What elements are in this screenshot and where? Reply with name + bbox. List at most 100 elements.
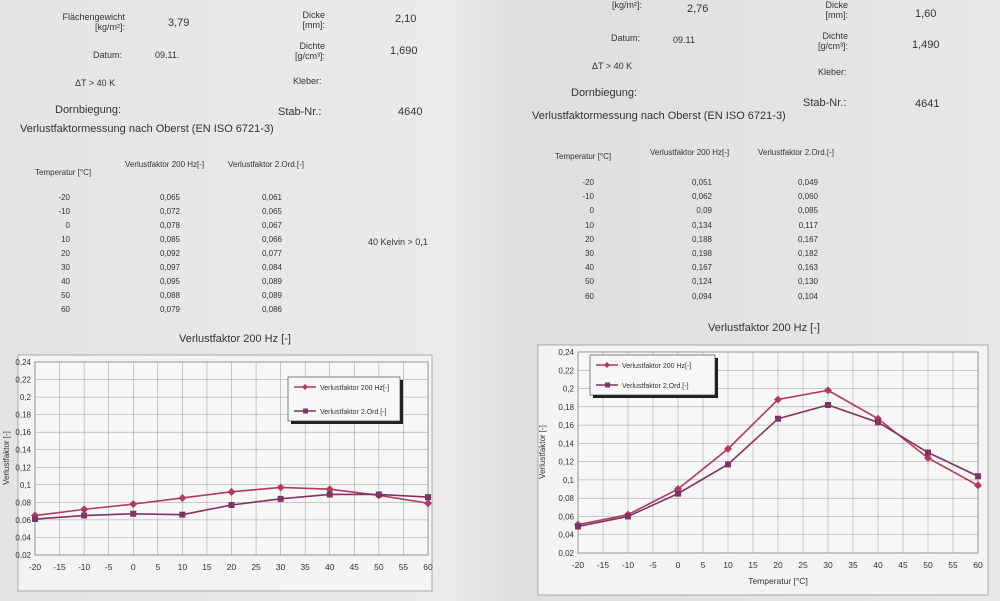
point [725, 461, 731, 468]
x-tick-label: 50 [374, 562, 384, 572]
table-cell: 10 [61, 235, 70, 244]
point [130, 510, 137, 517]
point [924, 453, 932, 462]
y-axis-label: Verlustfaktor [-] [2, 431, 11, 485]
table-cell: 0,088 [159, 291, 180, 300]
table-cell: 0,065 [261, 207, 282, 216]
table-cell: 0,065 [159, 193, 180, 202]
x-tick-label: 0 [676, 560, 681, 570]
y-tick-label: 0,08 [558, 494, 574, 503]
heading: Verlustfaktormessung nach Oberst (EN ISO… [20, 123, 274, 135]
delta-t: ΔT > 40 K [75, 78, 116, 88]
x-tick-label: -5 [105, 562, 113, 572]
table-cell: 0,078 [159, 221, 180, 230]
field-label: [kg/m²]: [611, 0, 642, 10]
field-value: 2,76 [687, 3, 709, 15]
field-label: Dichte [g/cm³]: [817, 31, 848, 52]
table-cell: 30 [61, 263, 70, 272]
table-cell: 0,124 [691, 277, 712, 287]
x-tick-label: -15 [53, 562, 66, 572]
x-tick-label: -10 [78, 562, 91, 572]
point [974, 481, 982, 490]
y-tick-label: 0,14 [558, 439, 574, 448]
table-header: Verlustfaktor 2.Ord.[-] [228, 160, 305, 169]
point [277, 495, 284, 502]
point [326, 491, 333, 498]
table-cell: 0,104 [797, 291, 818, 301]
x-tick-label: 30 [823, 560, 833, 570]
point [875, 419, 881, 426]
table-cell: 40 [61, 277, 70, 286]
y-tick-label: 0,06 [15, 516, 31, 525]
x-tick-label: -20 [572, 560, 585, 570]
legend-label: Verlustfaktor 2.Ord.[-] [622, 383, 689, 390]
table-cell: 0,130 [797, 277, 818, 287]
y-tick-label: 0,16 [15, 428, 31, 437]
x-tick-label: 20 [773, 560, 783, 570]
x-tick-label: 45 [898, 560, 908, 570]
table-cell: 0,167 [691, 263, 712, 273]
legend [589, 354, 716, 396]
table-cell: 0,086 [261, 305, 282, 314]
x-tick-label: 15 [748, 560, 758, 570]
stab-nr: 4641 [915, 98, 940, 110]
y-tick-label: 0,06 [558, 512, 574, 521]
dornbiegung: Dornbiegung: [571, 87, 638, 99]
point [824, 386, 832, 395]
point [825, 401, 831, 408]
legend-marker [604, 362, 610, 368]
y-tick-label: 0,14 [15, 446, 31, 455]
point [80, 505, 89, 514]
table-cell: 0,089 [261, 277, 282, 286]
dornbiegung: Dornbiegung: [55, 104, 122, 116]
point [129, 500, 138, 509]
table-header: Temperatur [°C] [555, 152, 612, 161]
y-tick-label: 0,18 [558, 403, 574, 412]
x-tick-label: 5 [701, 560, 706, 570]
y-tick-label: 0,12 [558, 458, 574, 467]
y-tick-label: 0,24 [15, 358, 31, 367]
x-tick-label: 40 [873, 560, 883, 570]
point [575, 523, 581, 530]
field-value: 1,690 [390, 45, 418, 57]
table-cell: 0 [589, 206, 594, 216]
x-tick-label: -5 [649, 560, 657, 570]
point [179, 511, 186, 518]
x-tick-label: 10 [178, 562, 188, 572]
table-cell: 0,198 [691, 249, 712, 258]
table-cell: 50 [585, 277, 594, 287]
point [675, 490, 681, 497]
table-cell: 60 [61, 305, 70, 314]
table-header: Verlustfaktor 200 Hz[-] [650, 148, 730, 157]
field-label: Dicke [mm]: [825, 0, 848, 21]
y-tick-label: 0,08 [15, 498, 31, 507]
y-axis-label: Verlustfaktor [-] [538, 425, 547, 479]
point [32, 516, 38, 523]
point [925, 449, 931, 456]
x-tick-label: 35 [848, 560, 858, 570]
table-cell: 0 [65, 221, 70, 230]
field-value: 09.11 [673, 35, 695, 45]
table-cell: 0,051 [691, 178, 712, 187]
table-cell: 0,084 [261, 263, 282, 272]
point [625, 513, 631, 520]
field-value: 09.11. [155, 50, 180, 60]
legend-label: Verlustfaktor 200 Hz[-] [622, 363, 691, 370]
table-cell: 0,067 [261, 221, 282, 230]
point [276, 483, 285, 492]
point [975, 473, 981, 480]
y-tick-label: 0,04 [15, 533, 31, 542]
table-cell: 0,163 [797, 263, 818, 273]
x-tick-label: 25 [798, 560, 808, 570]
x-tick-label: 20 [227, 562, 237, 572]
table-cell: 0,085 [159, 235, 180, 244]
table-header: Verlustfaktor 200 Hz[-] [125, 160, 205, 169]
table-cell: -10 [58, 207, 70, 216]
y-tick-label: 0,24 [558, 348, 574, 357]
x-tick-label: 60 [423, 562, 433, 572]
y-tick-label: 0,18 [15, 411, 31, 420]
table-cell: 0,188 [691, 234, 712, 244]
point [774, 395, 782, 404]
legend-marker [303, 408, 308, 414]
x-tick-label: 10 [723, 560, 733, 570]
